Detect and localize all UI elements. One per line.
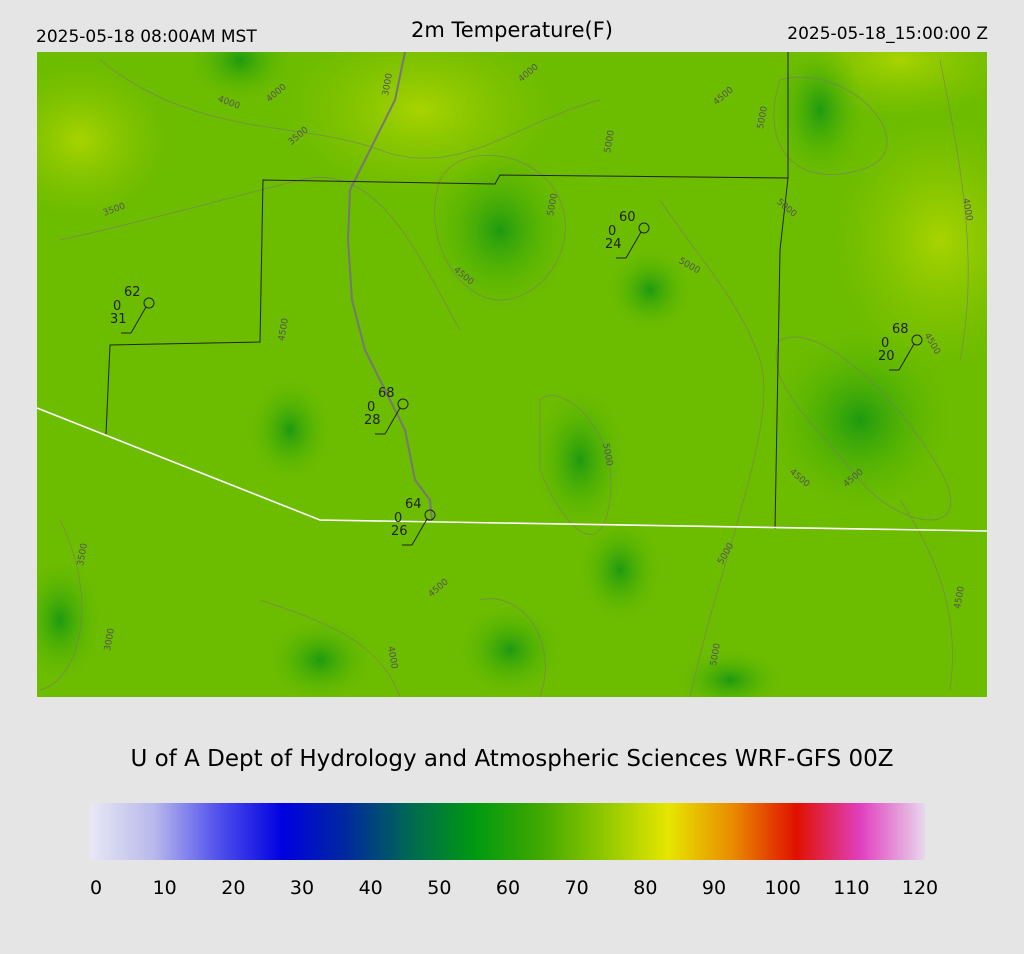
wind: 31 [110, 312, 127, 327]
colorbar-tick-label: 80 [633, 877, 657, 899]
dewpoint: 0 [394, 511, 402, 526]
colorbar-scale [90, 803, 925, 860]
colorbar-tick-label: 40 [359, 877, 383, 899]
title: 2m Temperature(F) [411, 18, 613, 42]
colorbar-tick-label: 50 [427, 877, 451, 899]
colorbar-tick-label: 90 [702, 877, 726, 899]
colorbar-tick-label: 120 [902, 877, 938, 899]
wind: 24 [605, 237, 622, 252]
wind-barb [402, 518, 428, 546]
colorbar-tick-label: 20 [221, 877, 245, 899]
contour-label: 5000 [603, 129, 617, 154]
contour-label: 5000 [546, 192, 560, 217]
dewpoint: 0 [881, 336, 889, 351]
temperature: 60 [619, 210, 636, 225]
colorbar-tick-label: 100 [765, 877, 801, 899]
credit: U of A Dept of Hydrology and Atmospheric… [130, 746, 893, 772]
colorbar-tick-label: 10 [153, 877, 177, 899]
contour-label: 5000 [756, 105, 770, 130]
contour-label: 3000 [103, 627, 117, 652]
temperature: 68 [892, 322, 909, 337]
colorbar-tick-label: 0 [90, 877, 102, 899]
contour-label: 4500 [953, 585, 967, 610]
temperature: 68 [378, 386, 395, 401]
contour-label: 5000 [709, 642, 723, 667]
contour-label: 4000 [960, 198, 974, 223]
contour-label: 4000 [385, 646, 399, 671]
dewpoint: 0 [608, 224, 616, 239]
contour-label: 3000 [381, 72, 395, 97]
wind-barb [375, 407, 401, 435]
valid-utc: 2025-05-18_15:00:00 Z [787, 24, 988, 44]
colorbar-tick-label: 70 [565, 877, 589, 899]
station-circle [911, 334, 923, 346]
wind: 26 [391, 524, 408, 539]
wind-barb [616, 231, 642, 259]
wind: 28 [364, 413, 381, 428]
colorbar-tick-label: 110 [833, 877, 869, 899]
dewpoint: 0 [367, 400, 375, 415]
colorbar-tick-label: 30 [290, 877, 314, 899]
map [37, 52, 987, 697]
wind: 20 [878, 349, 895, 364]
dewpoint: 0 [113, 299, 121, 314]
contour-label: 4500 [277, 317, 291, 342]
contour-label: 5000 [600, 443, 614, 468]
contour-label: 3500 [76, 542, 90, 567]
station-circle [143, 297, 155, 309]
station-circle [424, 509, 436, 521]
station-circle [638, 222, 650, 234]
wind-barb [121, 306, 147, 334]
temperature: 62 [124, 285, 141, 300]
colorbar-tick-label: 60 [496, 877, 520, 899]
temperature: 64 [405, 497, 422, 512]
wind-barb [889, 343, 915, 371]
colorbar: 0 10 20 30 40 50 60 70 80 90 100 110 120 [90, 803, 938, 899]
valid-local: 2025-05-18 08:00AM MST [36, 27, 257, 47]
station-circle [397, 398, 409, 410]
